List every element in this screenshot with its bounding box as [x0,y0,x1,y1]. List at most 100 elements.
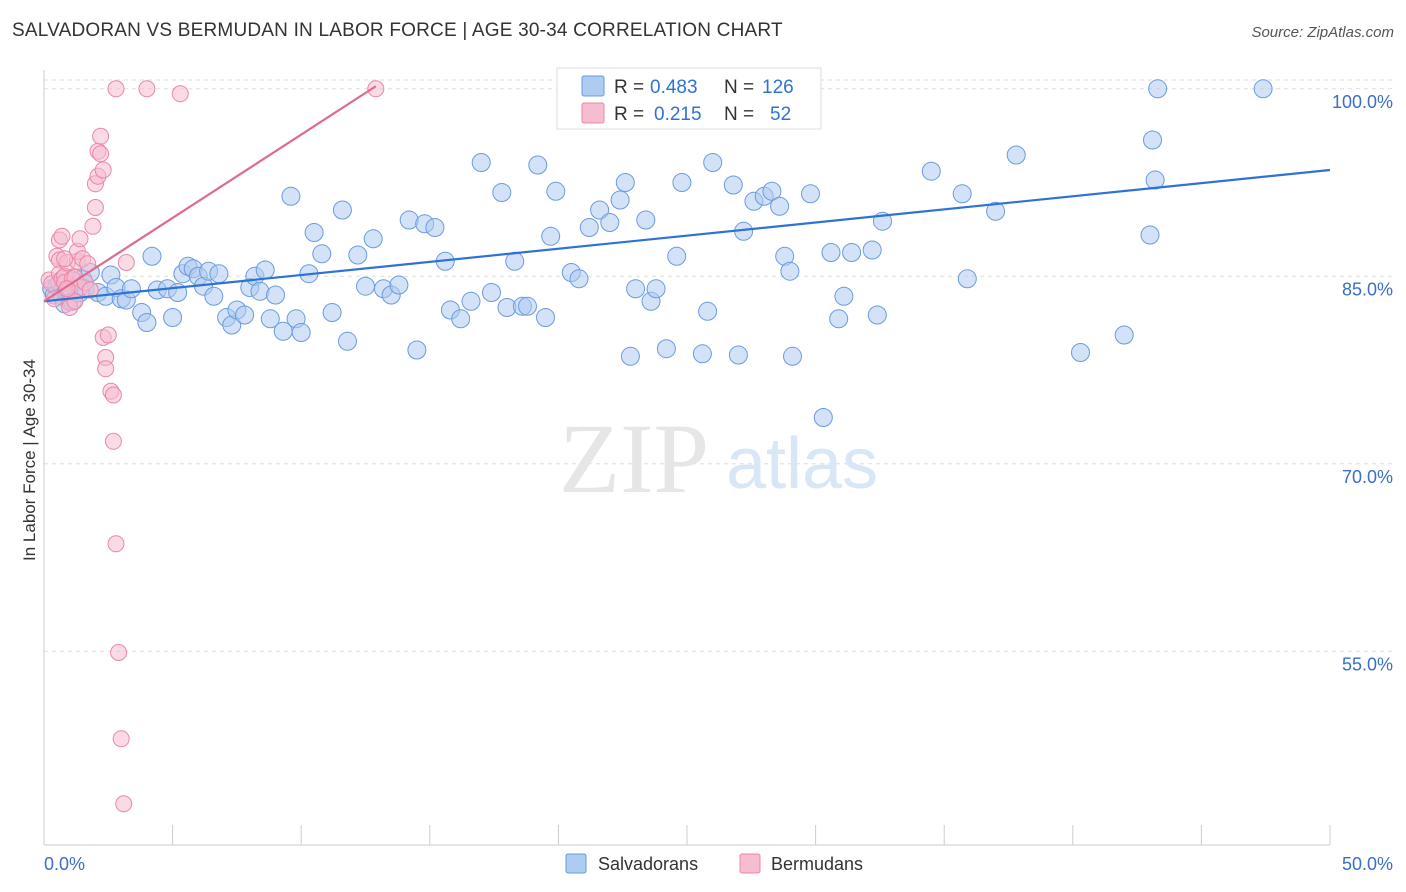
salvadoran-point [505,251,525,271]
salvadoran-point [461,291,481,311]
n-label-1: N = [724,77,754,98]
salvadoran-point [626,279,646,299]
salvadoran-point [348,245,368,265]
salvadoran-point [813,408,833,427]
salvadoran-point [615,173,635,192]
bermudan-point [99,326,117,344]
salvadoran-point [482,283,501,302]
salvadoran-point [425,218,445,237]
bermudan-point [71,230,89,248]
bermudan-point [367,80,385,98]
x-tick-max: 50.0% [1342,854,1393,874]
bermudan-point [107,80,125,98]
salvadoran-point [728,345,748,365]
salvadoran-point [801,184,820,204]
salvadoran-point [528,155,548,175]
bermudan-point [117,254,135,271]
salvadoran-point [304,223,324,242]
bermudan-point [112,730,130,748]
salvadoran-point [541,226,561,246]
y-axis-label: In Labor Force | Age 30-34 [20,359,39,561]
n-value-1: 126 [762,77,794,98]
salvadoran-point [338,331,357,351]
salvadoran-point [703,153,723,172]
r-label-1: R = [614,77,644,98]
bottom-legend-bermudans: Bermudans [771,854,863,874]
n-label-2: N = [724,104,754,125]
salvadoran-point [471,153,491,172]
salvadoran-point [620,346,640,366]
source-credit: Source: ZipAtlas.com [1251,24,1394,41]
bermudan-point [92,127,110,145]
bottom-legend-swatch-salvadorans [565,853,587,874]
salvadoran-point [986,201,1006,221]
bottom-legend: Salvadorans Bermudans [565,853,863,874]
bermudan-point [84,217,102,235]
salvadoran-point [723,175,743,195]
salvadoran-point [780,261,800,281]
salvadoran-point [762,181,782,201]
r-value-1: 0.483 [650,77,698,98]
bermudan-point [94,161,112,179]
salvadoran-point [829,309,849,329]
salvadoran-point [137,313,157,332]
y-tick-labels: 55.0% 70.0% 85.0% 100.0% [1332,92,1393,675]
salvadoran-point [867,305,887,325]
salvadoran-point [646,279,666,299]
y-tick-label: 85.0% [1342,279,1393,299]
salvadoran-point [834,286,854,306]
salvadoran-point [1071,343,1090,362]
salvadoran-point [952,184,972,204]
y-tick-label: 100.0% [1332,92,1393,112]
salvadoran-point [356,276,375,296]
x-tick-min: 0.0% [44,854,85,874]
salvadoran-point [235,305,255,325]
bermudan-point [53,227,71,245]
salvadoran-point [121,279,141,299]
salvadoran-point [142,246,162,266]
y-tick-label: 55.0% [1342,654,1393,674]
salvadoran-point [862,240,882,260]
chart-title: SALVADORAN VS BERMUDAN IN LABOR FORCE | … [12,20,783,41]
salvadoran-trend-line [43,168,1331,303]
salvadoran-point [260,309,280,329]
bermudan-point [110,644,128,661]
salvadoran-point [692,344,712,364]
salvadoran-point [783,346,802,366]
r-value-2: 0.215 [654,104,702,125]
salvadoran-point [536,308,555,327]
salvadoran-point [518,296,537,316]
watermark-atlas: atlas [726,424,878,504]
salvadoran-point [312,244,332,264]
salvadoran-point [821,243,841,262]
salvadoran-point [1140,225,1160,245]
salvadoran-point [610,190,630,210]
bermudan-point [107,535,125,553]
salvadoran-point [770,196,790,216]
salvadoran-point [842,243,862,262]
salvadoran-point [1114,325,1134,345]
salvadoran-point [209,264,229,284]
bermudan-point [104,432,122,450]
bermudan-point [104,386,122,404]
salvadoran-point [250,281,270,301]
salvadoran-point [322,303,342,322]
bottom-legend-salvadorans: Salvadorans [598,854,698,874]
bermudan-point [138,80,156,98]
r-label-2: R = [614,104,644,125]
salvadorans-points [42,79,1273,427]
salvadoran-point [266,285,285,305]
legend-swatch-bermudans [581,102,605,124]
n-value-2: 52 [770,104,791,125]
bermudans-points [40,80,385,813]
salvadoran-point [1143,130,1162,150]
bermudan-point [86,199,104,216]
watermark-zip: ZIP [559,403,709,514]
bermudan-point [92,145,110,163]
salvadoran-point [163,308,183,327]
legend-swatch-salvadorans [581,75,605,97]
salvadoran-point [600,213,620,232]
salvadoran-point [363,229,383,249]
salvadoran-point [255,260,275,280]
bermudan-trend-line [43,85,377,303]
